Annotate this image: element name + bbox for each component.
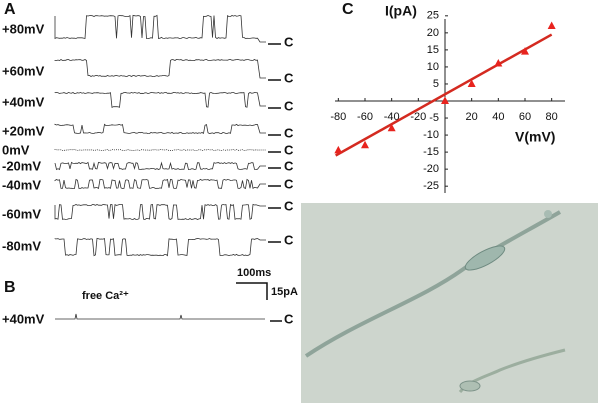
trace <box>54 237 266 257</box>
trace <box>54 14 266 43</box>
x-tick-label: 20 <box>466 111 478 123</box>
data-point <box>441 96 449 104</box>
y-tick-label: -15 <box>423 146 439 158</box>
state-label: C <box>284 98 294 113</box>
cell-debris <box>544 210 552 218</box>
cell-process <box>304 210 561 358</box>
x-tick-label: 40 <box>492 111 504 123</box>
cell-body <box>464 245 506 271</box>
voltage-label: +40mV <box>2 94 45 109</box>
y-tick-label: -5 <box>429 112 439 124</box>
x-tick-label: -60 <box>357 111 373 123</box>
panel-label: A <box>4 1 16 18</box>
x-tick-label: -20 <box>410 111 426 123</box>
y-tick-label: 5 <box>433 78 439 90</box>
voltage-label: -40mV <box>2 177 41 192</box>
voltage-label: +60mV <box>2 63 45 78</box>
data-point <box>521 47 529 55</box>
micrograph <box>301 203 598 403</box>
trace <box>54 123 266 135</box>
y-tick-label: -10 <box>423 129 439 141</box>
state-label: C <box>284 125 294 140</box>
data-point <box>494 59 503 67</box>
data-point <box>467 79 476 87</box>
fit-line <box>335 33 553 157</box>
scale-bar <box>236 282 268 300</box>
state-label: C <box>284 142 294 157</box>
x-tick-label: -80 <box>330 111 346 123</box>
data-point <box>547 21 556 30</box>
x-tick-label: 60 <box>519 111 531 123</box>
cell-body <box>459 380 481 392</box>
voltage-label: +40mV <box>2 311 45 326</box>
y-tick-label: 20 <box>427 27 439 39</box>
state-label: C <box>284 198 294 213</box>
voltage-label: -60mV <box>2 206 41 221</box>
data-point <box>361 140 369 149</box>
voltage-label: 0mV <box>2 142 30 157</box>
scale-time: 100ms <box>237 267 271 279</box>
y-tick-label: -20 <box>423 163 439 175</box>
voltage-label: -80mV <box>2 238 41 253</box>
state-label: C <box>284 232 294 247</box>
panel-label: B <box>4 279 16 296</box>
state-label: C <box>284 70 294 85</box>
panel-label: C <box>342 1 354 18</box>
state-label: C <box>284 34 294 49</box>
x-axis-title: V(mV) <box>515 129 555 145</box>
y-tick-label: -25 <box>423 180 439 192</box>
voltage-label: +20mV <box>2 123 45 138</box>
voltage-label: +80mV <box>2 21 45 36</box>
trace <box>54 58 266 79</box>
trace <box>54 178 266 190</box>
data-point <box>387 123 396 132</box>
state-label: C <box>284 158 294 173</box>
trace <box>54 161 266 171</box>
trace <box>54 91 266 109</box>
voltage-label: -20mV <box>2 158 41 173</box>
trace <box>55 313 265 320</box>
x-tick-label: 80 <box>546 111 558 123</box>
scale-current: 15pA <box>271 286 298 298</box>
trace <box>54 203 266 220</box>
state-label: C <box>284 311 294 326</box>
y-tick-label: 15 <box>427 44 439 56</box>
state-label: C <box>284 176 294 191</box>
x-tick-label: -40 <box>384 111 400 123</box>
trace <box>54 148 266 152</box>
y-axis-title: I(pA) <box>385 3 417 19</box>
data-point <box>334 145 343 154</box>
y-tick-label: 25 <box>427 10 439 22</box>
y-tick-label: 10 <box>427 61 439 73</box>
condition: free Ca²⁺ <box>82 290 129 302</box>
